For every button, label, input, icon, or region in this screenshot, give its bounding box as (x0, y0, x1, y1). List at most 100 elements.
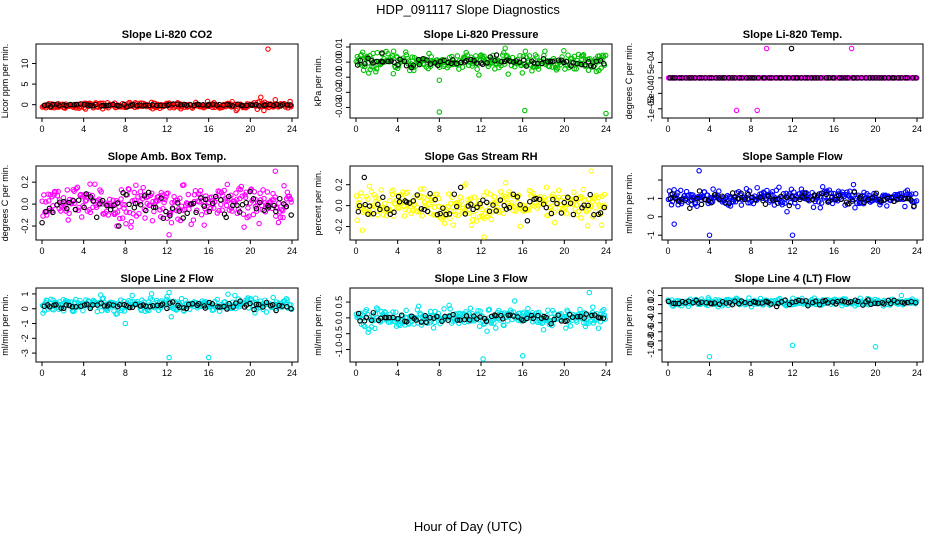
panel-title: Slope Sample Flow (742, 151, 843, 163)
data-point (382, 200, 388, 207)
data-point (427, 63, 434, 69)
data-point (71, 308, 77, 314)
x-tick-label: 0 (39, 368, 44, 378)
data-point (475, 307, 481, 314)
data-point (484, 328, 490, 334)
data-point (288, 199, 294, 205)
series-subset (39, 188, 294, 229)
data-point (476, 323, 483, 330)
data-point (105, 212, 112, 218)
x-tick-label: 8 (437, 124, 442, 134)
x-tick-label: 12 (162, 246, 172, 256)
outlier-point (603, 110, 609, 117)
x-tick-label: 4 (707, 124, 712, 134)
data-point (420, 186, 427, 192)
data-point (223, 214, 229, 221)
data-point (402, 49, 409, 55)
data-point (356, 202, 363, 209)
x-tick-label: 20 (245, 124, 255, 134)
data-point (708, 301, 715, 307)
data-point (83, 197, 90, 204)
data-point (803, 298, 809, 304)
data-point (600, 315, 607, 321)
data-point (462, 211, 469, 217)
data-point (860, 302, 866, 308)
data-point (434, 313, 440, 320)
data-point (117, 215, 123, 222)
x-tick-label: 20 (559, 124, 569, 134)
data-point (755, 75, 762, 81)
series-all (39, 168, 294, 238)
data-point (458, 59, 464, 66)
data-point (719, 193, 725, 199)
data-point (445, 191, 452, 197)
data-point (238, 183, 245, 190)
data-point (145, 189, 152, 196)
data-point (601, 61, 607, 67)
x-tick-label: 0 (665, 246, 670, 256)
data-point (271, 202, 277, 209)
data-point (459, 64, 466, 70)
data-point (536, 196, 543, 203)
data-point (506, 204, 513, 211)
data-point (365, 55, 371, 62)
data-point (147, 303, 153, 310)
y-tick-label: -1.0 (334, 342, 344, 358)
data-point (422, 313, 429, 319)
data-point (842, 75, 848, 81)
data-point (370, 207, 376, 214)
data-point (206, 299, 213, 306)
data-point (159, 301, 166, 307)
data-point (46, 304, 53, 310)
panel-7: Slope Line 2 Flow ml/min per min. 0 4 8 12 16 2… (0, 273, 299, 378)
x-tick-label: 4 (707, 246, 712, 256)
data-point (541, 194, 547, 201)
data-point (470, 212, 477, 219)
data-point (904, 75, 911, 81)
data-point (383, 315, 389, 321)
data-point (706, 75, 713, 81)
data-point (540, 327, 547, 333)
data-point (527, 198, 533, 205)
data-point (477, 314, 483, 320)
data-point (181, 101, 188, 108)
data-point (490, 202, 496, 208)
data-point (817, 205, 824, 211)
data-point (212, 193, 219, 200)
data-point (203, 209, 210, 215)
data-point (517, 223, 524, 230)
outlier-point (706, 353, 713, 360)
data-point (503, 206, 510, 212)
y-tick-label: 0.2 (334, 178, 344, 191)
data-point (224, 181, 231, 188)
data-point (548, 320, 554, 327)
data-point (535, 312, 541, 319)
outlier-point (205, 354, 212, 361)
data-point (391, 59, 397, 66)
x-tick-label: 24 (287, 246, 297, 256)
data-point (802, 190, 808, 196)
data-point (78, 214, 85, 220)
x-tick-label: 12 (787, 368, 797, 378)
x-tick-label: 20 (870, 246, 880, 256)
data-point (64, 205, 70, 212)
y-tick-label: 0.0 (20, 198, 30, 211)
data-point (493, 325, 499, 331)
data-point (480, 197, 486, 203)
y-axis-label: Licor ppm per min. (0, 44, 10, 119)
data-point (729, 75, 735, 81)
data-point (87, 305, 94, 312)
data-point (782, 297, 788, 303)
data-point (535, 63, 541, 69)
data-point (256, 102, 262, 109)
data-point (395, 193, 402, 200)
data-point (263, 309, 270, 315)
data-point (849, 198, 856, 204)
data-point (234, 202, 240, 208)
data-point (587, 56, 593, 62)
data-point (64, 187, 71, 193)
data-point (434, 191, 440, 198)
data-point (65, 217, 71, 223)
series-subset (667, 188, 917, 211)
data-point (185, 191, 192, 198)
